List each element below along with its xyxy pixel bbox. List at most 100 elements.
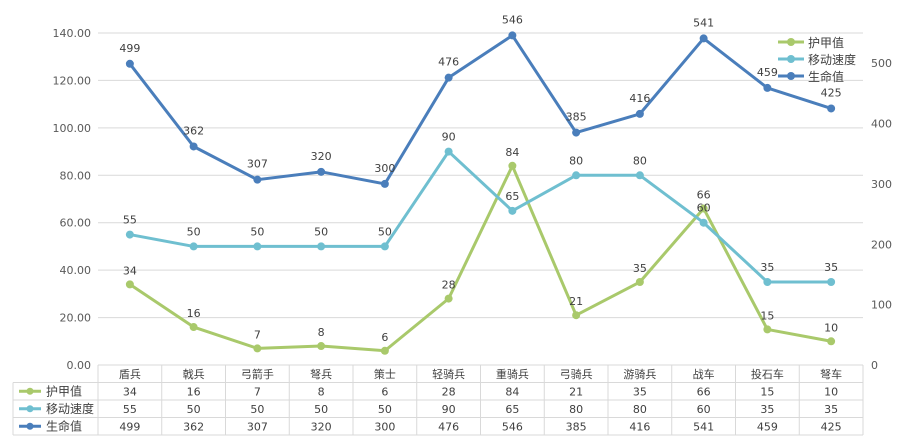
left-axis-ticks: 0.00 20.00 40.00 60.00 80.00 100.00 120.00 140.… — [53, 27, 92, 372]
table-cell: 15 — [760, 386, 774, 399]
table-cell: 459 — [757, 421, 778, 434]
gridlines — [98, 32, 863, 366]
category-label: 重骑兵 — [496, 367, 529, 381]
table-cell: 6 — [381, 386, 388, 399]
data-label: 65 — [505, 190, 519, 203]
table-cell: 320 — [311, 421, 332, 434]
table-cell: 10 — [824, 386, 838, 399]
left-tick-label: 60.00 — [60, 217, 92, 230]
table-cell: 50 — [250, 403, 264, 416]
data-point — [189, 323, 198, 332]
data-label: 385 — [566, 111, 587, 124]
data-point — [763, 325, 772, 334]
data-point — [699, 204, 708, 213]
right-tick-label: 100 — [871, 299, 892, 312]
table-series-name: 移动速度 — [46, 401, 94, 416]
data-label: 80 — [633, 154, 647, 167]
legend-label: 移动速度 — [808, 52, 856, 67]
table-cell: 541 — [693, 421, 714, 434]
data-label: 35 — [760, 261, 774, 274]
right-tick-label: 500 — [871, 57, 892, 70]
data-point — [189, 242, 198, 251]
table-cell: 8 — [318, 386, 325, 399]
data-label: 416 — [629, 92, 650, 105]
table-cell: 50 — [378, 403, 392, 416]
table-cell: 66 — [697, 386, 711, 399]
left-tick-label: 20.00 — [60, 312, 92, 325]
data-point — [763, 278, 772, 286]
data-label: 320 — [311, 150, 332, 163]
data-label: 546 — [502, 13, 523, 26]
data-label: 7 — [254, 328, 261, 341]
table-legend-marker — [26, 422, 34, 430]
category-label: 弓骑兵 — [560, 368, 593, 381]
data-point — [444, 147, 453, 156]
legend-marker — [787, 38, 795, 46]
table-cell: 499 — [119, 421, 140, 434]
data-label: 60 — [697, 202, 711, 215]
table-cell: 55 — [123, 403, 137, 416]
left-tick-label: 120.00 — [53, 74, 92, 87]
category-label: 策士 — [374, 367, 396, 381]
data-point — [763, 83, 772, 92]
data-point — [635, 109, 644, 118]
data-point — [317, 242, 326, 251]
data-label: 15 — [760, 309, 774, 322]
data-point — [699, 218, 708, 227]
data-point — [572, 128, 581, 137]
left-tick-label: 40.00 — [60, 264, 92, 277]
table-cell: 362 — [183, 421, 204, 434]
data-label: 35 — [633, 262, 647, 275]
data-point — [317, 167, 326, 176]
category-label: 弓箭手 — [241, 367, 274, 381]
data-point — [253, 175, 262, 184]
data-label: 28 — [442, 279, 456, 292]
table-cell: 80 — [633, 403, 647, 416]
legend-marker — [787, 72, 795, 80]
legend-label: 生命值 — [808, 69, 844, 84]
data-point — [125, 230, 134, 239]
data-point — [508, 31, 517, 40]
legend-label: 护甲值 — [808, 35, 844, 50]
table-legend-marker — [26, 387, 34, 395]
table-cell: 35 — [824, 403, 838, 416]
data-point — [253, 344, 262, 353]
table-legend-marker — [26, 405, 34, 413]
right-tick-label: 200 — [871, 238, 892, 251]
data-label: 50 — [250, 225, 264, 238]
table-series-name: 护甲值 — [46, 384, 82, 399]
table-cell: 546 — [502, 421, 523, 434]
data-point — [444, 294, 453, 303]
data-label: 300 — [374, 162, 395, 175]
category-label: 盾兵 — [119, 368, 141, 381]
data-label: 425 — [821, 86, 842, 99]
table-cell: 35 — [633, 386, 647, 399]
data-point — [508, 161, 517, 170]
data-label: 35 — [824, 261, 838, 274]
data-label: 66 — [697, 188, 711, 201]
table-cell: 300 — [374, 421, 395, 434]
series-line-1 — [129, 164, 832, 353]
category-label: 游骑兵 — [623, 368, 656, 381]
data-point — [635, 171, 644, 180]
right-tick-label: 0 — [871, 359, 878, 372]
category-label: 轻骑兵 — [432, 367, 465, 381]
table-cell: 476 — [438, 421, 459, 434]
data-label: 362 — [183, 124, 204, 137]
data-point — [699, 34, 708, 43]
category-label: 弩车 — [820, 367, 842, 381]
table-cell: 84 — [505, 386, 519, 399]
data-label: 6 — [381, 331, 388, 344]
data-label: 84 — [505, 146, 519, 159]
data-label: 10 — [824, 321, 838, 334]
data-label: 90 — [442, 131, 456, 144]
data-label: 499 — [119, 42, 140, 55]
table-cell: 65 — [505, 403, 519, 416]
table-cell: 90 — [442, 403, 456, 416]
category-label: 弩兵 — [310, 367, 332, 381]
right-tick-label: 300 — [871, 178, 892, 191]
data-point — [189, 142, 198, 151]
